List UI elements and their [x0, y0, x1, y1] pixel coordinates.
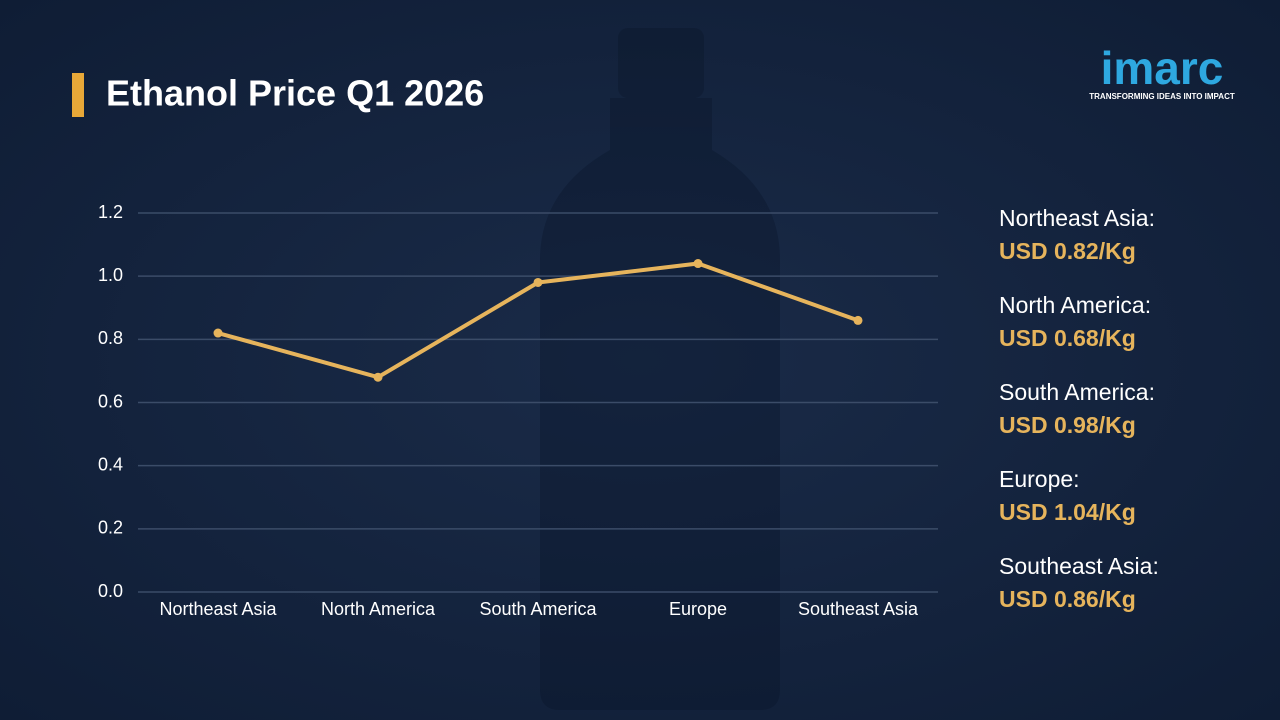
point — [533, 277, 543, 287]
point — [213, 328, 223, 338]
y-tick-label: 1.0 — [98, 265, 123, 285]
point — [373, 372, 383, 382]
x-tick-label: South America — [479, 599, 597, 619]
x-tick-label: Southeast Asia — [798, 599, 919, 619]
y-tick-label: 0.8 — [98, 328, 123, 348]
region-label: Southeast Asia: — [999, 553, 1159, 579]
y-tick-label: 0.4 — [98, 454, 123, 474]
value-label: USD 0.86/Kg — [999, 586, 1136, 612]
x-tick-label: Europe — [669, 599, 727, 619]
chart-title: Ethanol Price Q1 2026 — [106, 73, 484, 114]
value-label: USD 1.04/Kg — [999, 499, 1136, 525]
point — [693, 259, 703, 269]
region-label: Europe: — [999, 466, 1080, 492]
bottle-silhouette — [540, 28, 780, 710]
region-label: North America: — [999, 292, 1151, 318]
y-tick-label: 0.0 — [98, 581, 123, 601]
x-tick-label: North America — [321, 599, 436, 619]
value-label: USD 0.98/Kg — [999, 412, 1136, 438]
x-tick-label: Northeast Asia — [159, 599, 277, 619]
y-tick-label: 0.2 — [98, 518, 123, 538]
value-label: USD 0.82/Kg — [999, 238, 1136, 264]
point — [853, 315, 863, 325]
y-tick-label: 1.2 — [98, 202, 123, 222]
value-label: USD 0.68/Kg — [999, 325, 1136, 351]
y-tick-label: 0.6 — [98, 391, 123, 411]
brand-tagline: TRANSFORMING IDEAS INTO IMPACT — [1089, 92, 1235, 101]
title-accent — [72, 73, 84, 117]
region-label: South America: — [999, 379, 1155, 405]
brand-name: imarc — [1101, 42, 1224, 94]
region-label: Northeast Asia: — [999, 205, 1155, 231]
